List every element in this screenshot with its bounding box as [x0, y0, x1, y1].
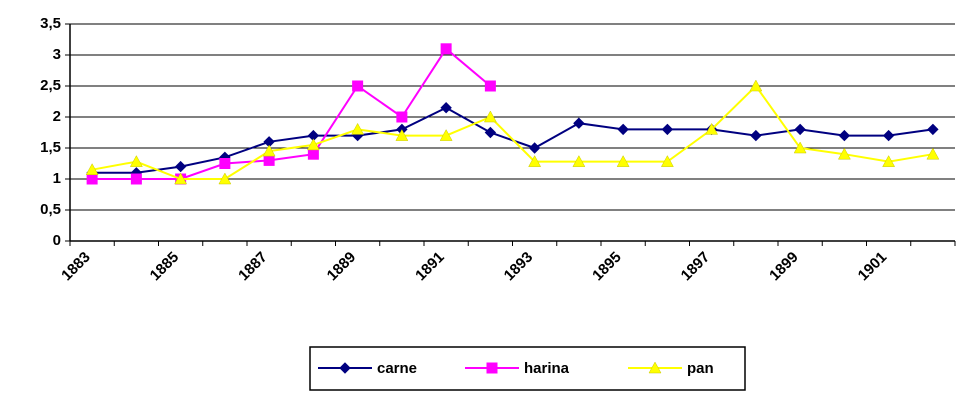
- series-marker: [484, 126, 497, 139]
- series-marker: [174, 160, 187, 173]
- series-marker: [660, 155, 674, 167]
- x-tick-label: 1899: [766, 249, 802, 285]
- series-marker: [749, 79, 763, 92]
- series-line: [91, 84, 934, 180]
- series-marker: [484, 80, 496, 92]
- y-tick-label: 3,5: [40, 15, 61, 32]
- series-marker: [837, 147, 851, 160]
- series-marker: [926, 147, 940, 160]
- y-tick-label: 1,5: [40, 139, 61, 156]
- x-tick-label: 1885: [147, 249, 183, 285]
- y-tick-label: 0: [53, 232, 61, 249]
- series-marker: [129, 155, 143, 167]
- y-tick-label: 0,5: [40, 201, 61, 218]
- series-marker: [219, 158, 231, 169]
- legend-marker: [648, 361, 662, 374]
- x-tick-label: 1897: [678, 249, 714, 285]
- series-marker: [528, 155, 542, 167]
- series-marker: [483, 110, 497, 123]
- series-marker: [838, 129, 851, 142]
- legend-label: harina: [524, 360, 570, 377]
- y-tick-label: 2: [53, 108, 61, 125]
- series-marker: [440, 101, 452, 114]
- series-marker: [439, 129, 453, 141]
- series-marker: [307, 148, 319, 160]
- legend-marker: [486, 362, 498, 374]
- series-marker: [617, 123, 629, 136]
- legend-marker: [339, 362, 351, 374]
- x-tick-label: 1889: [324, 249, 360, 285]
- series-marker: [396, 111, 408, 123]
- legend-label: carne: [377, 360, 417, 377]
- y-tick-label: 3: [53, 46, 61, 63]
- series-marker: [528, 142, 541, 154]
- series-marker: [262, 144, 276, 157]
- series-marker: [573, 117, 585, 129]
- series-marker: [174, 172, 188, 185]
- x-tick-label: 1891: [412, 249, 448, 285]
- series-marker: [440, 43, 452, 55]
- x-tick-label: 1887: [235, 249, 271, 285]
- series-marker: [927, 123, 939, 136]
- series-marker: [750, 129, 762, 142]
- y-tick-label: 2,5: [40, 77, 61, 94]
- x-tick-label: 1893: [501, 249, 537, 285]
- series-marker: [793, 141, 807, 154]
- x-tick-label: 1895: [589, 249, 625, 285]
- series-marker: [794, 123, 806, 136]
- series-marker: [263, 154, 275, 166]
- series-marker: [352, 80, 364, 92]
- series-marker: [882, 129, 895, 142]
- series-marker: [572, 155, 586, 167]
- y-tick-label: 1: [53, 170, 61, 187]
- series-marker: [130, 173, 142, 185]
- legend-label: pan: [687, 360, 714, 377]
- series-marker: [351, 122, 365, 135]
- series-marker: [306, 138, 320, 151]
- series-marker: [85, 163, 99, 175]
- x-tick-label: 1883: [58, 249, 94, 285]
- series-marker: [616, 155, 630, 167]
- series-marker: [218, 172, 232, 185]
- series-marker: [882, 155, 896, 167]
- series-line: [92, 47, 492, 180]
- series-marker: [86, 173, 98, 185]
- series-marker: [705, 122, 719, 135]
- x-tick-label: 1901: [855, 249, 891, 285]
- series-marker: [395, 129, 409, 141]
- series-marker: [661, 123, 674, 136]
